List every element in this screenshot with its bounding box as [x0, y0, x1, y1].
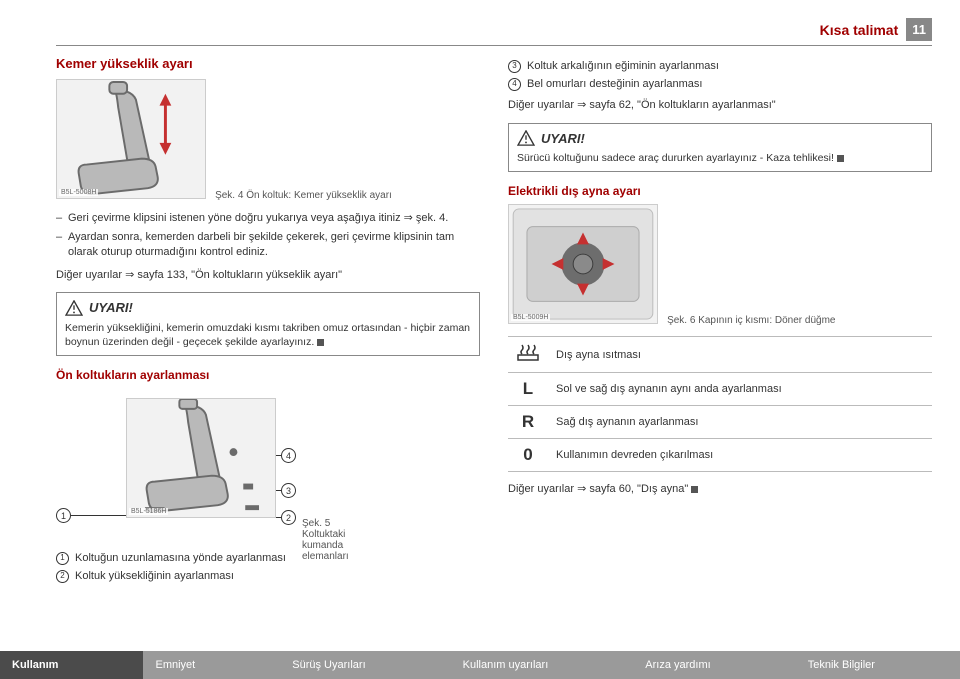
- num1-text: Koltuğun uzunlamasına yönde ayarlanması: [75, 551, 286, 566]
- bullet-item: Ayardan sonra, kemerden darbeli bir şeki…: [56, 230, 480, 260]
- warning-icon: [65, 300, 83, 316]
- switch-table: Dış ayna ısıtması L Sol ve sağ dış aynan…: [508, 336, 932, 472]
- num-line-3: 3 Koltuk arkalığının eğiminin ayarlanmas…: [508, 59, 932, 74]
- num-line-2: 2 Koltuk yüksekliğinin ayarlanması: [56, 569, 480, 584]
- figure-6-caption: Şek. 6 Kapının iç kısmı: Döner düğme: [667, 315, 835, 326]
- nav-emniyet[interactable]: Emniyet: [143, 651, 280, 679]
- figure-5-id: B5L-5186H: [129, 508, 168, 515]
- other-ref-3: Diğer uyarılar ⇒ sayfa 60, "Dış ayna": [508, 482, 932, 497]
- warning-title: UYARI!: [541, 130, 585, 148]
- figure-6-id: B5L-5009H: [511, 314, 550, 321]
- switch-sym: L: [508, 373, 548, 406]
- figure-4-id: B5L-5008H: [59, 189, 98, 196]
- nav-kullanim[interactable]: Kullanım: [0, 651, 143, 679]
- figure-5-wrap: 1 2 3 4: [56, 388, 346, 548]
- bullet-item: Geri çevirme klipsini istenen yöne doğru…: [56, 211, 480, 226]
- section-kemer-title: Kemer yükseklik ayarı: [56, 56, 480, 71]
- heat-icon: [517, 343, 539, 361]
- switch-desc: Dış ayna ısıtması: [548, 337, 932, 373]
- page-number: 11: [906, 18, 932, 41]
- table-row: Dış ayna ısıtması: [508, 337, 932, 373]
- end-marker: [317, 339, 324, 346]
- table-row: 0 Kullanımın devreden çıkarılması: [508, 439, 932, 472]
- end-marker: [691, 486, 698, 493]
- num3-text: Koltuk arkalığının eğiminin ayarlanması: [527, 59, 719, 74]
- switch-desc: Sol ve sağ dış aynanın aynı anda ayarlan…: [548, 373, 932, 406]
- num-line-1: 1 Koltuğun uzunlamasına yönde ayarlanmas…: [56, 551, 480, 566]
- figure-6: B5L-5009H: [508, 204, 658, 324]
- bottom-nav: Kullanım Emniyet Sürüş Uyarıları Kullanı…: [0, 651, 960, 679]
- figure-5: B5L-5186H: [126, 398, 276, 518]
- warning-title: UYARI!: [89, 299, 133, 317]
- warning-box-1: UYARI! Kemerin yüksekliğini, kemerin omu…: [56, 292, 480, 356]
- table-row: R Sağ dış aynanın ayarlanması: [508, 406, 932, 439]
- other-ref-1: Diğer uyarılar ⇒ sayfa 133, "Ön koltukla…: [56, 268, 480, 283]
- figure-4: B5L-5008H: [56, 79, 206, 199]
- bullet-list-1: Geri çevirme klipsini istenen yöne doğru…: [56, 211, 480, 260]
- nav-kullanim-uyari[interactable]: Kullanım uyarıları: [451, 651, 634, 679]
- figure-5-caption: Şek. 5 Koltuktaki kumanda elemanları: [302, 518, 349, 562]
- circle-4: 4: [508, 78, 521, 91]
- nav-teknik[interactable]: Teknik Bilgiler: [796, 651, 960, 679]
- circle-3: 3: [508, 60, 521, 73]
- circle-2: 2: [56, 570, 69, 583]
- other-ref-2: Diğer uyarılar ⇒ sayfa 62, "Ön koltuklar…: [508, 98, 932, 113]
- warning-text: Kemerin yüksekliğini, kemerin omuzdaki k…: [65, 322, 470, 348]
- figure-4-caption: Şek. 4 Ön koltuk: Kemer yükseklik ayarı: [215, 190, 392, 201]
- section-ayna-title: Elektrikli dış ayna ayarı: [508, 184, 932, 198]
- switch-sym: 0: [508, 439, 548, 472]
- table-row: L Sol ve sağ dış aynanın aynı anda ayarl…: [508, 373, 932, 406]
- num2-text: Koltuk yüksekliğinin ayarlanması: [75, 569, 234, 584]
- nav-surus[interactable]: Sürüş Uyarıları: [280, 651, 450, 679]
- warning-text: Sürücü koltuğunu sadece araç dururken ay…: [517, 152, 834, 164]
- end-marker: [837, 155, 844, 162]
- circle-1: 1: [56, 552, 69, 565]
- warning-icon: [517, 130, 535, 146]
- fig5-label-1: 1: [56, 508, 71, 523]
- num4-text: Bel omurları desteğinin ayarlanması: [527, 77, 702, 92]
- chapter-title: Kısa talimat: [820, 22, 899, 38]
- warning-box-2: UYARI! Sürücü koltuğunu sadece araç duru…: [508, 123, 932, 173]
- fig5-label-2: 2: [281, 510, 296, 525]
- switch-sym: R: [508, 406, 548, 439]
- switch-desc: Kullanımın devreden çıkarılması: [548, 439, 932, 472]
- section-koltuk-title: Ön koltukların ayarlanması: [56, 368, 480, 382]
- fig5-label-3: 3: [281, 483, 296, 498]
- nav-ariza[interactable]: Arıza yardımı: [633, 651, 795, 679]
- switch-desc: Sağ dış aynanın ayarlanması: [548, 406, 932, 439]
- fig5-label-4: 4: [281, 448, 296, 463]
- num-line-4: 4 Bel omurları desteğinin ayarlanması: [508, 77, 932, 92]
